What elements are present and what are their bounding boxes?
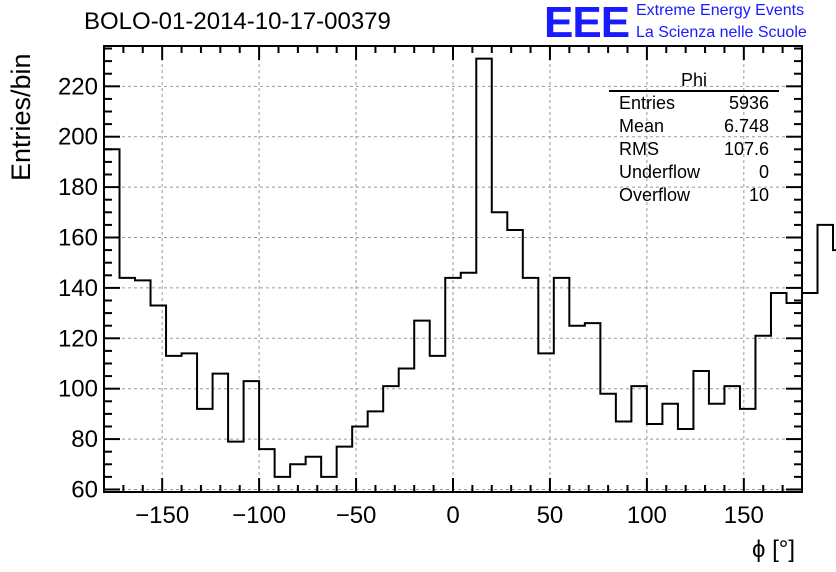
histogram-bin	[213, 374, 229, 492]
histogram-bin	[600, 394, 616, 492]
histogram-bin	[383, 386, 399, 492]
histogram-bin	[523, 278, 539, 492]
stats-label: RMS	[619, 139, 659, 159]
histogram-bin	[244, 381, 260, 492]
histogram-bin	[104, 149, 120, 492]
y-tick-label: 100	[58, 376, 98, 403]
stats-value: 5936	[728, 93, 769, 113]
stats-label: Overflow	[619, 185, 691, 205]
histogram-bin	[430, 356, 446, 492]
histogram-bin	[585, 323, 601, 492]
histogram-bin	[709, 404, 725, 492]
histogram-bin	[197, 409, 213, 492]
stats-divider	[609, 90, 779, 92]
y-tick-label: 200	[58, 124, 98, 151]
histogram-bin	[693, 371, 709, 492]
y-tick-label: 80	[71, 426, 98, 453]
histogram-bin	[228, 442, 244, 492]
x-tick-label: −100	[232, 502, 286, 529]
histogram-bin	[259, 449, 275, 492]
histogram-bin	[166, 356, 182, 492]
histogram-bin	[321, 477, 337, 492]
histogram-bin	[724, 386, 740, 492]
stats-row-entries: Entries 5936	[619, 93, 769, 115]
chart-title: BOLO-01-2014-10-17-00379	[84, 8, 391, 35]
stats-value: 0	[758, 162, 769, 182]
y-axis-label: Entries/bin	[6, 53, 36, 181]
histogram-bin	[554, 278, 570, 492]
y-tick-label: 60	[71, 476, 98, 503]
y-tick-label: 140	[58, 275, 98, 302]
eee-logo: EEE	[544, 0, 630, 47]
histogram-bin	[445, 278, 461, 492]
histogram-bin	[647, 424, 663, 492]
stats-value: 107.6	[723, 139, 769, 159]
stats-label: Mean	[619, 116, 665, 136]
x-tick-label: 150	[724, 502, 764, 529]
histogram-bin	[631, 386, 647, 492]
histogram-bin	[368, 411, 384, 492]
stats-value: 6.748	[723, 116, 769, 136]
y-tick-label: 160	[58, 225, 98, 252]
histogram-bin	[616, 421, 632, 492]
x-axis-label: ϕ [°]	[752, 536, 796, 563]
histogram-bin	[399, 369, 415, 492]
histogram-bin	[135, 280, 151, 492]
axis-tick-labels: −150 −100 −50 0 50 100 150 60 80 100 120 140 160 180 2…	[58, 73, 764, 529]
histogram-bin	[802, 293, 818, 492]
stats-row-mean: Mean 6.748	[619, 116, 769, 138]
stats-title: Phi	[680, 70, 707, 90]
histogram-bin	[662, 404, 678, 492]
histogram-bin	[120, 278, 136, 492]
histogram-bars	[104, 57, 836, 492]
histogram-bin	[538, 353, 554, 492]
stats-row-overflow: Overflow 10	[619, 185, 769, 207]
histogram-bin	[507, 230, 523, 492]
histogram-bin	[569, 326, 585, 492]
x-tick-label: −150	[135, 502, 189, 529]
histogram-step-line	[104, 57, 836, 478]
histogram-bin	[352, 426, 368, 492]
logo-line-1: Extreme Energy Events	[636, 2, 805, 19]
y-tick-label: 180	[58, 174, 98, 201]
y-tick-label: 220	[58, 73, 98, 100]
logo-line-2: La Scienza nelle Scuole	[636, 24, 807, 41]
stats-label: Entries	[619, 93, 676, 113]
histogram-bin	[151, 306, 167, 492]
x-tick-label: 100	[627, 502, 667, 529]
histogram-bin	[771, 293, 787, 492]
stats-label: Underflow	[619, 162, 701, 182]
histogram-bin	[306, 457, 322, 492]
histogram-bin	[337, 447, 353, 492]
histogram-bin	[461, 273, 477, 492]
histogram-bin	[476, 59, 492, 492]
axis-ticks	[103, 46, 803, 492]
histogram-bin	[182, 353, 198, 492]
y-tick-label: 120	[58, 325, 98, 352]
histogram-bin	[818, 225, 834, 492]
stats-value: 10	[748, 185, 769, 205]
x-tick-label: −50	[336, 502, 377, 529]
stats-row-rms: RMS 107.6	[619, 139, 769, 161]
stats-row-underflow: Underflow 0	[619, 162, 769, 184]
histogram-bin	[492, 212, 508, 492]
x-tick-label: 50	[537, 502, 564, 529]
histogram-bin	[755, 336, 771, 492]
histogram-bin	[740, 409, 756, 492]
x-tick-label: 0	[446, 502, 459, 529]
histogram-bin	[414, 321, 430, 492]
histogram-bin	[275, 477, 291, 492]
histogram-bin	[678, 429, 694, 492]
